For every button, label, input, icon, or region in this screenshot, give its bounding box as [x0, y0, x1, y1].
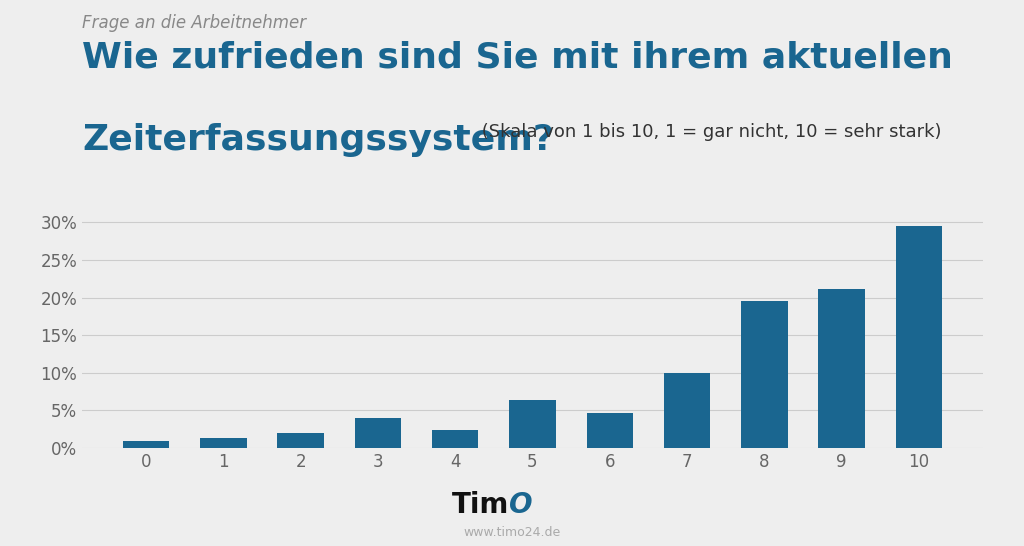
Bar: [200, 438, 247, 448]
Bar: [354, 418, 401, 448]
Bar: [278, 434, 324, 448]
Bar: [896, 226, 942, 448]
Text: Frage an die Arbeitnehmer: Frage an die Arbeitnehmer: [82, 14, 306, 32]
Text: O: O: [509, 491, 532, 519]
Bar: [123, 441, 169, 448]
Bar: [741, 301, 787, 448]
Text: Zeiterfassungssystem?: Zeiterfassungssystem?: [82, 123, 554, 157]
Text: www.timo24.de: www.timo24.de: [464, 526, 560, 539]
Bar: [818, 289, 865, 448]
Text: Wie zufrieden sind Sie mit ihrem aktuellen: Wie zufrieden sind Sie mit ihrem aktuell…: [82, 41, 952, 75]
Bar: [509, 400, 556, 448]
Text: (Skala von 1 bis 10, 1 = gar nicht, 10 = sehr stark): (Skala von 1 bis 10, 1 = gar nicht, 10 =…: [476, 123, 942, 141]
Bar: [432, 430, 478, 448]
Text: Tim: Tim: [452, 491, 509, 519]
Bar: [587, 413, 633, 448]
Bar: [664, 372, 711, 448]
